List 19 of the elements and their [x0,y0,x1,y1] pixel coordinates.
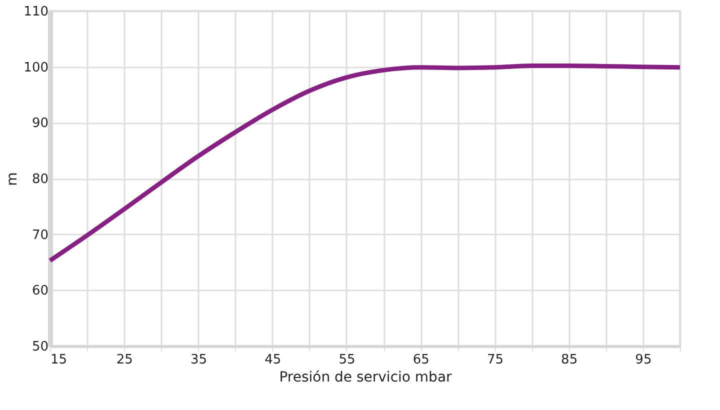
x-tick-label: 25 [116,352,133,368]
y-tick-label: 100 [24,60,48,76]
y-tick-label: 60 [32,284,48,299]
line-series [48,63,682,263]
y-tick-label: 110 [24,4,48,20]
x-tick-label: 75 [486,352,504,368]
x-tick-label: 65 [412,352,430,368]
x-tick-label: 85 [561,352,578,368]
y-tick-label: 70 [32,228,48,243]
y-tick-label: 90 [32,116,48,132]
x-tick-label: 35 [190,352,208,368]
x-axis-title: Presión de servicio mbar [279,370,452,386]
x-tick-label: 15 [50,352,68,368]
y-tick-label: 80 [32,172,48,187]
x-tick-label: 45 [264,352,282,368]
x-tick-label: 95 [635,352,652,368]
y-tick-label: 50 [32,340,48,354]
y-axis-title: m [4,172,21,186]
x-tick-label: 55 [338,352,356,368]
